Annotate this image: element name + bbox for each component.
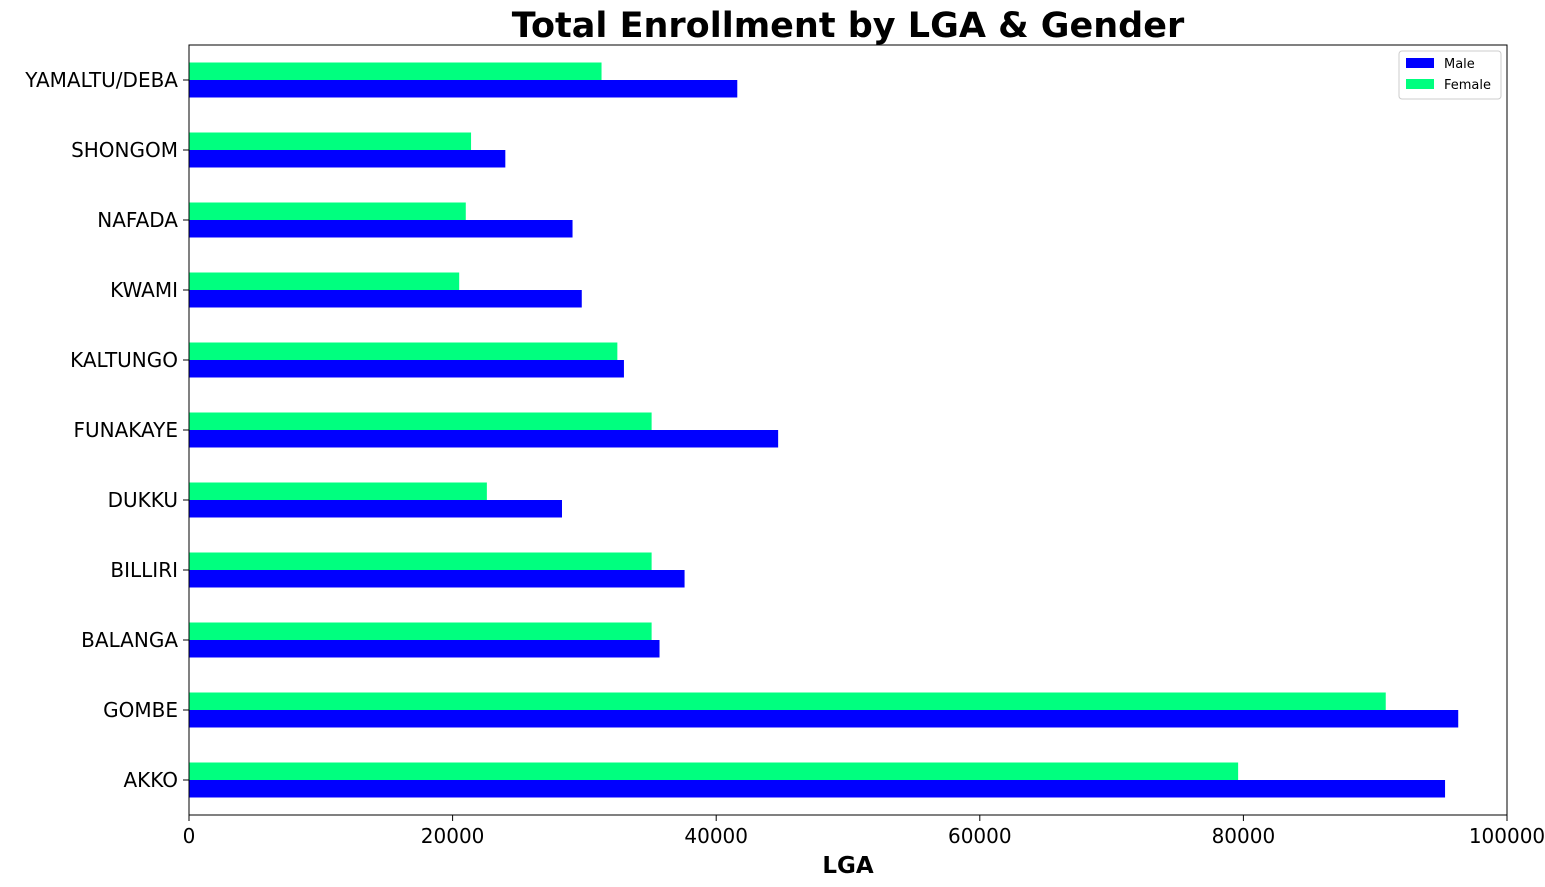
y-tick-label: FUNAKAYE [73,418,178,442]
bar-male-shongom [189,150,506,168]
bar-male-akko [189,780,1446,798]
bar-female-dukku [189,482,487,500]
bars-group [189,62,1459,798]
legend-label-female: Female [1444,78,1491,93]
x-tick-label: 40000 [684,824,748,848]
bar-female-yamaltu-deba [189,62,602,80]
bar-female-funakaye [189,412,652,430]
bar-female-akko [189,762,1239,780]
bar-male-yamaltu-deba [189,80,738,98]
bar-female-nafada [189,202,466,220]
legend-swatch-male [1406,58,1434,68]
y-tick-label: YAMALTU/DEBA [24,68,178,92]
y-tick-label: GOMBE [103,698,178,722]
bar-male-nafada [189,220,573,238]
x-tick-label: 20000 [421,824,485,848]
legend-label-male: Male [1444,57,1475,72]
x-axis-ticks: 0 20000 40000 60000 80000 100000 [183,815,1545,848]
legend-swatch-female [1406,79,1434,89]
bar-male-dukku [189,500,562,518]
x-tick-label: 0 [183,824,196,848]
bar-male-kwami [189,290,582,308]
bar-female-gombe [189,692,1386,710]
bar-female-kwami [189,272,460,290]
y-tick-label: BALANGA [81,628,178,652]
bar-male-kaltungo [189,360,624,378]
x-tick-label: 60000 [948,824,1012,848]
bar-male-balanga [189,640,660,658]
bar-male-funakaye [189,430,779,448]
x-axis-label: LGA [822,853,874,879]
bar-male-gombe [189,710,1459,728]
bar-female-balanga [189,622,652,640]
bar-female-kaltungo [189,342,618,360]
y-tick-label: KALTUNGO [70,348,178,372]
x-tick-label: 80000 [1212,824,1276,848]
plot-area-frame [188,44,1508,816]
bar-female-billiri [189,552,652,570]
y-tick-label: SHONGOM [71,138,178,162]
y-tick-label: NAFADA [97,208,178,232]
y-tick-label: AKKO [123,768,178,792]
y-axis-ticks: AKKO GOMBE BALANGA BILLIRI DUKKU FUNAKAYE KALT… [24,68,189,792]
bar-male-billiri [189,570,685,588]
x-tick-label: 100000 [1469,824,1545,848]
y-tick-label: DUKKU [108,488,178,512]
y-tick-label: KWAMI [110,278,178,302]
chart-title: Total Enrollment by LGA & Gender [512,6,1185,46]
legend: Male Female [1398,50,1502,100]
y-tick-label: BILLIRI [110,558,178,582]
bar-female-shongom [189,132,472,150]
